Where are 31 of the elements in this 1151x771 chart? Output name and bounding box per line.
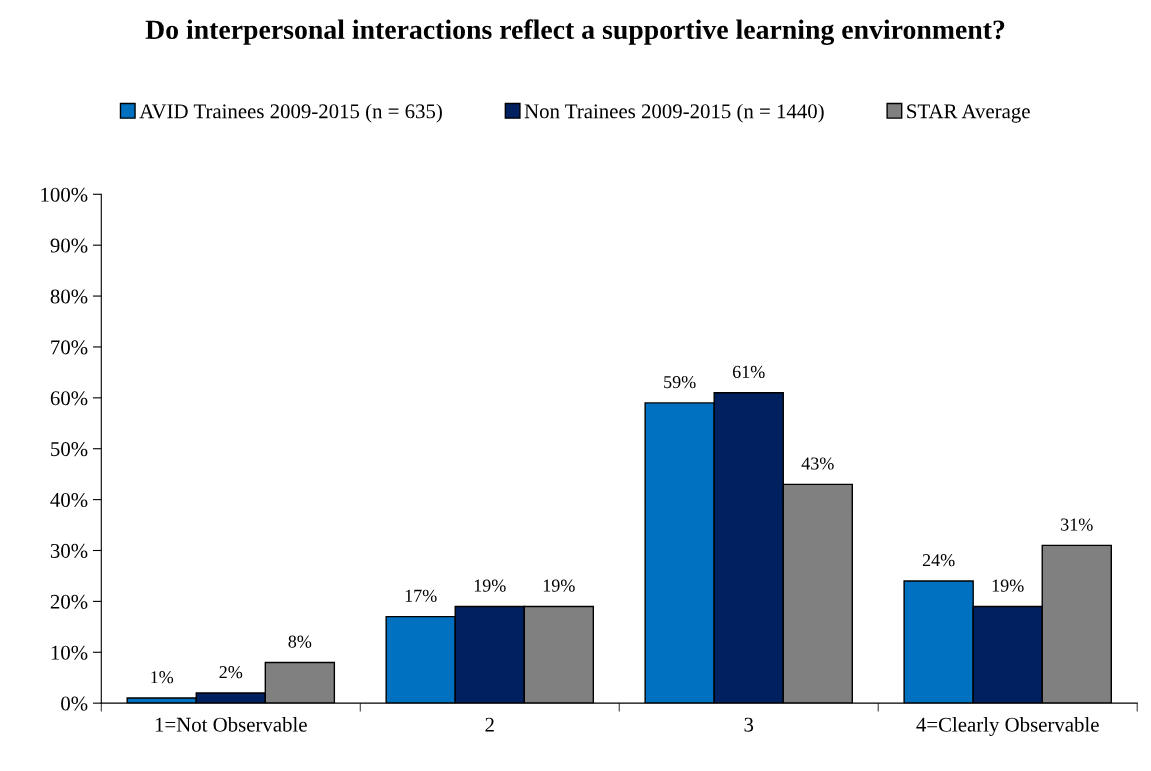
y-tick-label: 10%: [51, 645, 88, 660]
data-label: 8%: [288, 635, 312, 648]
y-tick-label: 50%: [51, 442, 88, 457]
chart-title: Do interpersonal interactions reflect a supportive learning environment?: [145, 19, 1005, 45]
y-tick-label: 100%: [41, 187, 88, 202]
data-label: 19%: [992, 579, 1024, 592]
y-tick-label: 30%: [50, 543, 88, 558]
y-tick-label: 40%: [50, 492, 88, 508]
data-label: 17%: [405, 589, 437, 602]
data-label: 59%: [664, 375, 696, 389]
data-label: 24%: [922, 554, 955, 567]
data-label: 31%: [1061, 518, 1093, 531]
data-label: 43%: [801, 457, 834, 470]
y-tick-label: 20%: [50, 594, 88, 609]
data-label: 19%: [543, 579, 575, 592]
y-tick-label: 80%: [50, 289, 88, 304]
x-tick-label: 4=Clearly Observable: [916, 717, 1099, 736]
data-label: 61%: [732, 365, 765, 379]
legend-label: AVID Trainees 2009-2015 (n = 635): [139, 103, 442, 123]
y-tick-label: 70%: [51, 340, 88, 355]
data-label: 1%: [151, 671, 174, 684]
y-tick-label: 90%: [50, 238, 88, 253]
x-tick-label: 3: [744, 717, 754, 732]
data-label: 19%: [474, 579, 506, 592]
legend-label: STAR Average: [907, 104, 1030, 123]
x-tick-label: 1=Not Observable: [155, 717, 307, 732]
y-tick-label: 0%: [61, 696, 88, 711]
legend-label: Non Trainees 2009-2015 (n = 1440): [524, 103, 824, 123]
x-tick-label: 2: [485, 717, 494, 732]
y-tick-label: 60%: [50, 391, 88, 406]
data-label: 2%: [219, 666, 243, 679]
